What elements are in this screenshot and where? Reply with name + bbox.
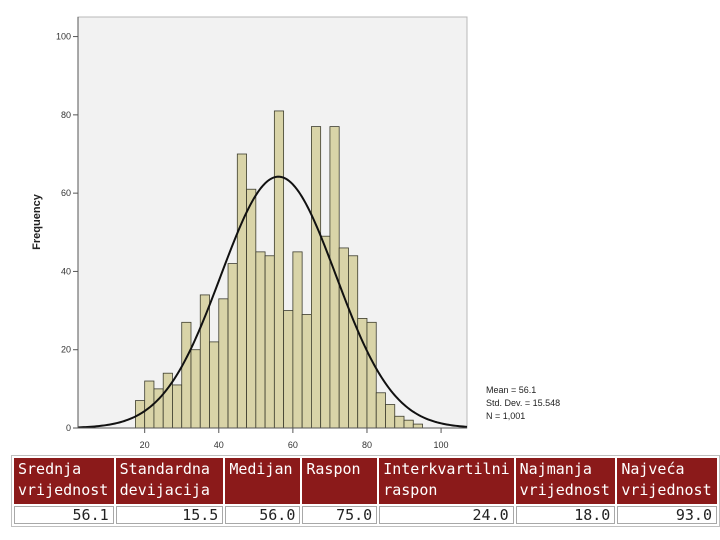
y-tick-label: 0 xyxy=(66,423,71,433)
normal-curve xyxy=(77,175,468,429)
stats-mean: Mean = 56.1 xyxy=(486,385,536,395)
histogram-bar xyxy=(218,298,229,429)
y-tick-label: 100 xyxy=(56,32,71,42)
header-std-dev: Standardna devijacija xyxy=(115,458,224,504)
statistics-header-row: Srednja vrijednost Standardna devijacija… xyxy=(14,458,717,504)
histogram-bar xyxy=(338,247,349,429)
header-iqr: Interkvartilni raspon xyxy=(379,458,514,504)
x-tick-label: 40 xyxy=(214,440,224,450)
y-axis-label: Frequency xyxy=(31,193,43,250)
header-median: Medijan xyxy=(225,458,301,504)
histogram-bar xyxy=(190,349,201,429)
stats-box: Mean = 56.1 Std. Dev. = 15.548 N = 1,001 xyxy=(486,385,560,421)
value-std-dev: 15.5 xyxy=(115,506,224,524)
histogram-bar xyxy=(172,384,183,429)
histogram-bar xyxy=(301,314,312,429)
histogram-bar xyxy=(162,372,173,429)
histogram-bar xyxy=(348,255,359,429)
header-mean: Srednja vrijednost xyxy=(14,458,114,504)
histogram-bar xyxy=(366,321,377,429)
statistics-table: Srednja vrijednost Standardna devijacija… xyxy=(11,455,720,527)
value-median: 56.0 xyxy=(225,506,301,524)
y-tick-label: 40 xyxy=(61,266,71,276)
y-tick-label: 20 xyxy=(61,345,71,355)
axes: 0 20 40 60 80 100 20 40 60 80 100 xyxy=(56,17,467,450)
histogram-bar xyxy=(320,235,331,429)
histogram-bar xyxy=(264,255,275,429)
x-tick-label: 80 xyxy=(362,440,372,450)
histogram-bar xyxy=(329,126,340,429)
value-range: 75.0 xyxy=(302,506,378,524)
value-max: 93.0 xyxy=(617,506,717,524)
x-tick-label: 20 xyxy=(140,440,150,450)
histogram-bar xyxy=(246,188,257,429)
histogram-bar xyxy=(385,404,396,429)
header-max: Najveća vrijednost xyxy=(617,458,717,504)
histogram-bar xyxy=(236,153,247,429)
y-tick-label: 80 xyxy=(61,110,71,120)
stats-n: N = 1,001 xyxy=(486,411,525,421)
header-range: Raspon xyxy=(302,458,378,504)
value-mean: 56.1 xyxy=(14,506,114,524)
x-tick-label: 100 xyxy=(434,440,449,450)
histogram-bar xyxy=(181,321,192,429)
value-min: 18.0 xyxy=(515,506,616,524)
stats-std-dev: Std. Dev. = 15.548 xyxy=(486,398,560,408)
histogram-bar xyxy=(412,423,423,429)
histogram-bar xyxy=(394,415,405,429)
statistics-value-row: 56.1 15.5 56.0 75.0 24.0 18.0 93.0 xyxy=(14,506,717,524)
header-min: Najmanja vrijednost xyxy=(515,458,616,504)
x-tick-label: 60 xyxy=(288,440,298,450)
histogram-bar xyxy=(255,251,266,429)
histogram-bar xyxy=(273,110,285,429)
histogram-chart: 0 20 40 60 80 100 20 40 60 80 100 Frequency Mean =… xyxy=(31,16,560,450)
histogram-bar xyxy=(209,341,220,429)
histogram-bar xyxy=(375,392,386,429)
histogram-bar xyxy=(227,263,238,429)
histogram-bar xyxy=(292,251,303,429)
histogram-bars xyxy=(135,110,423,429)
histogram-bar xyxy=(403,419,414,429)
y-tick-label: 60 xyxy=(61,188,71,198)
value-iqr: 24.0 xyxy=(379,506,514,524)
histogram-bar xyxy=(283,310,294,429)
histogram-bar xyxy=(310,126,322,429)
